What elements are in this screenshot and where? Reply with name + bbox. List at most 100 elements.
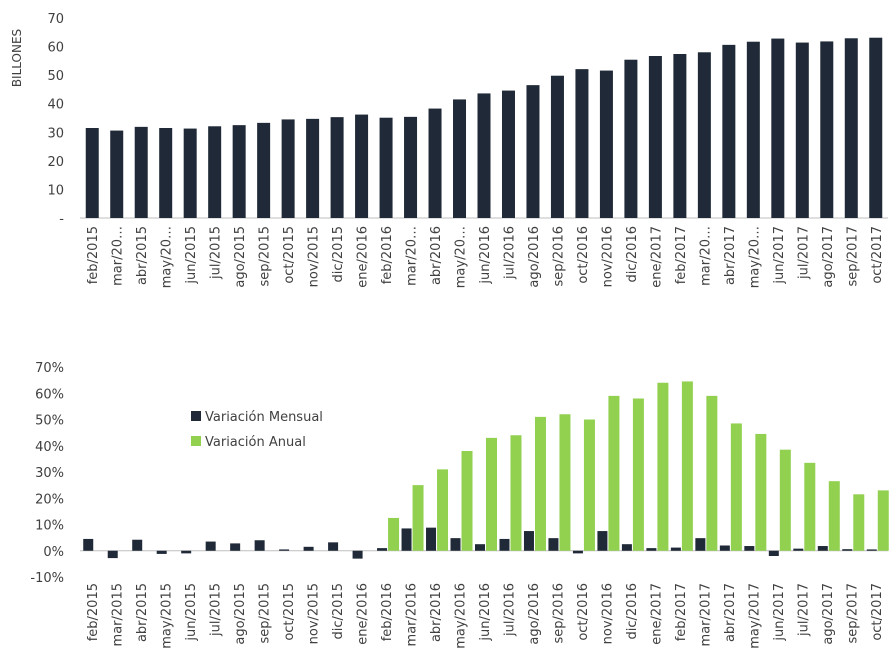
bar-mensual-may-2016 [450, 538, 461, 551]
bar-mensual-nov-2016 [597, 531, 608, 551]
x-tick-label: abr/2016 [429, 583, 444, 642]
variation-bar-chart: -10% 0% 10% 20% 30% 40% 50% 60% 70% feb/2015 mar/2… [30, 361, 889, 649]
bar-jun-2017 [771, 38, 785, 219]
bar-ago-2015 [232, 125, 246, 218]
bar-anual-sep-2017 [853, 494, 865, 551]
bar-anual-abr-2017 [730, 423, 742, 551]
bar-mar-20 [404, 116, 418, 218]
y-tick-label: 60% [35, 387, 64, 402]
y-tick-label: 30% [35, 466, 64, 481]
x-tick-label: ene/2016 [356, 583, 371, 645]
bar-mensual-sep-2017 [842, 549, 853, 551]
bar-mensual-mar-2015 [107, 550, 118, 559]
bar-oct-2017 [869, 37, 883, 218]
x-tick-label: ene/2017 [649, 583, 664, 645]
bar-sep-2015 [257, 122, 271, 218]
x-tick-label: mar/2017 [698, 583, 713, 646]
bar-mensual-feb-2015 [83, 538, 94, 551]
x-tick-label: nov/2015 [307, 583, 322, 644]
legend-swatch-variacion-mensual [191, 411, 201, 421]
x-tick-label: jul/2016 [502, 226, 517, 280]
x-tick-label: oct/2017 [870, 583, 885, 641]
x-tick-label: may/2016 [454, 583, 469, 649]
bar-may-20 [453, 99, 467, 218]
bar-mensual-jul-2016 [499, 538, 510, 551]
bar-anual-ago-2016 [534, 416, 546, 551]
bar-mensual-sep-2015 [254, 540, 265, 551]
bar-ene-2016 [355, 114, 369, 218]
x-tick-label: jun/2016 [478, 226, 493, 285]
bar-mensual-oct-2016 [572, 550, 583, 554]
billones-bar-chart: - 10 20 30 40 50 60 70 BILLONES feb/2015 mar/20… ab… [10, 12, 888, 288]
x-tick-label: abr/2017 [723, 583, 738, 642]
bar-anual-oct-2016 [583, 419, 595, 551]
y-tick-label: 40 [47, 98, 64, 113]
y-tick-label: - [59, 212, 64, 227]
bar-mensual-feb-2016 [377, 548, 388, 551]
x-tick-label: nov/2016 [600, 583, 615, 644]
bar-anual-may-2017 [755, 433, 767, 551]
x-tick-label: nov/2016 [600, 226, 615, 287]
bar-mensual-dic-2016 [621, 544, 632, 551]
bar-anual-abr-2016 [437, 469, 449, 551]
bar-anual-sep-2016 [559, 414, 571, 551]
x-tick-label: feb/2015 [86, 226, 101, 284]
x-tick-label: ago/2017 [821, 583, 836, 645]
legend-label-variacion-mensual: Variación Mensual [205, 410, 323, 425]
x-tick-label: ago/2017 [821, 226, 836, 288]
bar-mensual-ago-2016 [523, 531, 534, 551]
bar-dic-2016 [624, 59, 638, 218]
x-tick-label: ago/2015 [233, 226, 248, 288]
bar-mensual-may-2015 [156, 550, 167, 554]
x-tick-label: oct/2016 [576, 583, 591, 641]
bar-anual-feb-2016 [388, 517, 400, 551]
x-tick-label: jun/2016 [478, 583, 493, 642]
y-tick-label: -10% [30, 571, 64, 586]
x-tick-label: dic/2016 [625, 226, 640, 282]
bar-mensual-nov-2015 [303, 546, 314, 551]
bar-mar-20 [697, 52, 711, 219]
bar-jun-2016 [477, 93, 491, 218]
bar-mensual-mar-2016 [401, 528, 412, 551]
bar-anual-oct-2017 [877, 490, 889, 551]
bar-mensual-oct-2017 [866, 549, 877, 551]
x-tick-label: feb/2016 [380, 226, 395, 284]
bar-feb-2015 [85, 128, 99, 218]
y-tick-label: 40% [35, 440, 64, 455]
bar-mensual-oct-2015 [279, 549, 290, 551]
y-tick-label: 0% [43, 545, 64, 560]
y-tick-label: 10% [35, 519, 64, 534]
x-tick-label: oct/2015 [282, 226, 297, 284]
x-tick-label: abr/2017 [723, 226, 738, 285]
x-tick-label: mar/20… [405, 226, 420, 286]
legend-swatch-variacion-anual [191, 436, 201, 446]
bar-mensual-sep-2016 [548, 538, 559, 551]
y-tick-label: 50% [35, 414, 64, 429]
x-tick-label: jul/2015 [209, 583, 224, 637]
x-tick-label: jun/2015 [184, 583, 199, 642]
bar-feb-2017 [673, 54, 687, 218]
bar-mensual-ago-2017 [817, 546, 828, 551]
x-tick-label: feb/2016 [380, 583, 395, 641]
legend-label-variacion-anual: Variación Anual [205, 435, 306, 450]
x-tick-label: jul/2016 [502, 583, 517, 637]
bar-anual-may-2016 [461, 451, 473, 551]
x-tick-label: jul/2015 [209, 226, 224, 280]
bar-mensual-abr-2016 [426, 527, 437, 551]
bar-anual-ene-2017 [657, 382, 669, 551]
bar-mensual-abr-2015 [132, 539, 143, 551]
bar-oct-2015 [281, 119, 295, 218]
x-tick-label: feb/2017 [674, 226, 689, 284]
y-tick-label: 10 [47, 183, 64, 198]
x-tick-label: ago/2016 [527, 583, 542, 645]
bar-abr-2017 [722, 44, 736, 218]
y-tick-label: 30 [47, 126, 64, 141]
bar-mensual-jun-2017 [768, 550, 779, 556]
x-tick-label: ago/2015 [233, 583, 248, 645]
y-tick-label: 70 [47, 12, 64, 27]
legend: Variación Mensual Variación Anual [191, 410, 323, 450]
bar-may-20 [746, 41, 760, 218]
bar-mensual-ago-2015 [230, 543, 241, 551]
bar-mensual-mar-2017 [695, 538, 706, 551]
x-tick-label: ene/2017 [649, 226, 664, 288]
